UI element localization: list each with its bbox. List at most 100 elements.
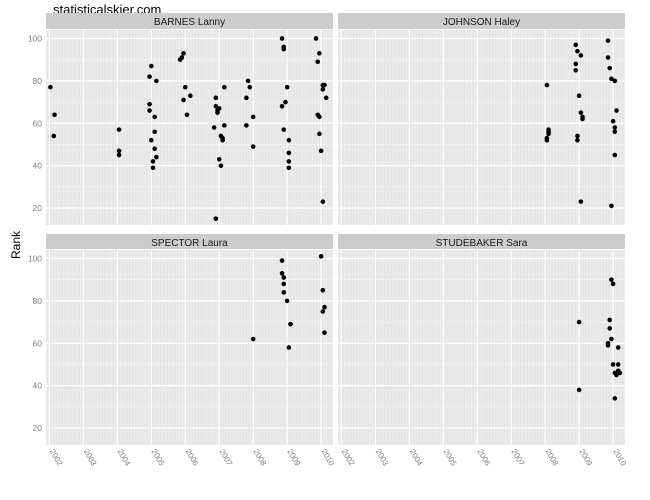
- data-point: [286, 137, 292, 143]
- data-point: [322, 304, 327, 310]
- x-tick-label: 2010: [319, 448, 336, 468]
- facet-strip: [46, 234, 333, 249]
- data-point: [220, 135, 225, 141]
- data-point: [148, 137, 154, 143]
- x-tick-label: 2008: [251, 448, 268, 468]
- data-point: [281, 290, 287, 295]
- data-point: [578, 53, 584, 58]
- data-point: [286, 150, 292, 156]
- x-tick-label: 2009: [577, 448, 594, 468]
- x-tick-label: 2008: [543, 448, 560, 468]
- data-point: [222, 84, 227, 90]
- data-point: [607, 317, 613, 323]
- data-point: [154, 78, 159, 84]
- data-point: [181, 97, 186, 103]
- data-point: [152, 129, 157, 135]
- data-point: [317, 51, 322, 56]
- panel-background: [338, 250, 625, 445]
- data-point: [179, 55, 185, 60]
- data-point: [313, 36, 319, 41]
- data-point: [188, 93, 193, 99]
- data-point: [318, 254, 324, 259]
- data-point: [245, 78, 251, 84]
- data-point: [323, 95, 329, 101]
- data-point: [284, 298, 290, 304]
- facet-title: SPECTOR Laura: [151, 238, 228, 249]
- data-point: [147, 108, 152, 113]
- data-point: [612, 125, 618, 130]
- data-point: [216, 106, 222, 111]
- y-tick-label: 60: [33, 338, 43, 348]
- data-point: [284, 84, 290, 90]
- y-tick-label: 40: [33, 161, 43, 171]
- data-point: [614, 108, 619, 113]
- data-point: [578, 110, 584, 115]
- data-point: [281, 275, 287, 280]
- data-point: [320, 87, 326, 92]
- data-point: [286, 159, 292, 164]
- x-tick-label: 2009: [285, 448, 302, 468]
- y-tick-label: 80: [33, 76, 43, 86]
- data-point: [52, 112, 57, 118]
- data-point: [283, 99, 288, 105]
- data-point: [279, 104, 285, 109]
- data-point: [244, 95, 249, 101]
- data-point: [154, 154, 159, 160]
- x-tick-label: 2006: [184, 448, 201, 468]
- data-point: [607, 65, 613, 71]
- facet-title: STUDEBAKER Sara: [436, 238, 528, 249]
- data-point: [605, 38, 611, 43]
- x-tick-label: 2004: [408, 448, 425, 468]
- data-point: [315, 59, 321, 65]
- data-point: [116, 152, 122, 158]
- data-point: [286, 165, 292, 171]
- x-tick-label: 2006: [476, 448, 493, 468]
- y-tick-label: 20: [33, 423, 43, 433]
- data-point: [573, 42, 579, 48]
- x-tick-label: 2007: [217, 448, 234, 468]
- data-point: [51, 133, 57, 139]
- x-tick-label: 2004: [116, 448, 133, 468]
- data-point: [322, 82, 327, 88]
- data-point: [610, 362, 616, 367]
- x-tick-label: 2003: [374, 448, 391, 468]
- data-point: [152, 114, 157, 120]
- y-tick-label: 40: [33, 381, 43, 391]
- data-point: [605, 343, 611, 348]
- data-point: [320, 309, 326, 314]
- data-point: [250, 336, 256, 342]
- data-point: [610, 118, 616, 124]
- data-point: [279, 271, 285, 276]
- data-point: [279, 258, 285, 263]
- data-point: [184, 112, 190, 118]
- facet-panel: SPECTOR Laura 20 40 60 80 100 2002 2003 2004 2005…: [28, 234, 336, 468]
- x-tick-label: 2002: [48, 448, 65, 468]
- data-point: [244, 123, 249, 128]
- data-point: [152, 146, 157, 151]
- data-point: [281, 46, 287, 52]
- data-point: [607, 326, 613, 331]
- data-point: [213, 216, 219, 221]
- y-tick-label: 80: [33, 296, 43, 306]
- data-point: [544, 82, 550, 88]
- facet-panel: STUDEBAKER Sara 2002 2003 2004 2005 2006 2007 2…: [338, 234, 628, 468]
- data-point: [612, 152, 618, 158]
- x-tick-label: 2010: [611, 448, 628, 468]
- data-point: [281, 281, 287, 287]
- panel-background: [46, 30, 333, 225]
- data-point: [286, 345, 292, 350]
- data-point: [609, 203, 614, 209]
- x-tick-label: 2005: [442, 448, 459, 468]
- data-point: [573, 61, 579, 67]
- data-point: [288, 321, 293, 327]
- data-point: [609, 277, 614, 282]
- data-point: [148, 63, 154, 69]
- data-point: [580, 114, 585, 120]
- data-point: [181, 51, 186, 56]
- data-point: [116, 148, 122, 154]
- x-tick-label: 2002: [340, 448, 357, 468]
- data-point: [317, 131, 322, 137]
- data-point: [222, 123, 227, 128]
- data-point: [544, 137, 550, 143]
